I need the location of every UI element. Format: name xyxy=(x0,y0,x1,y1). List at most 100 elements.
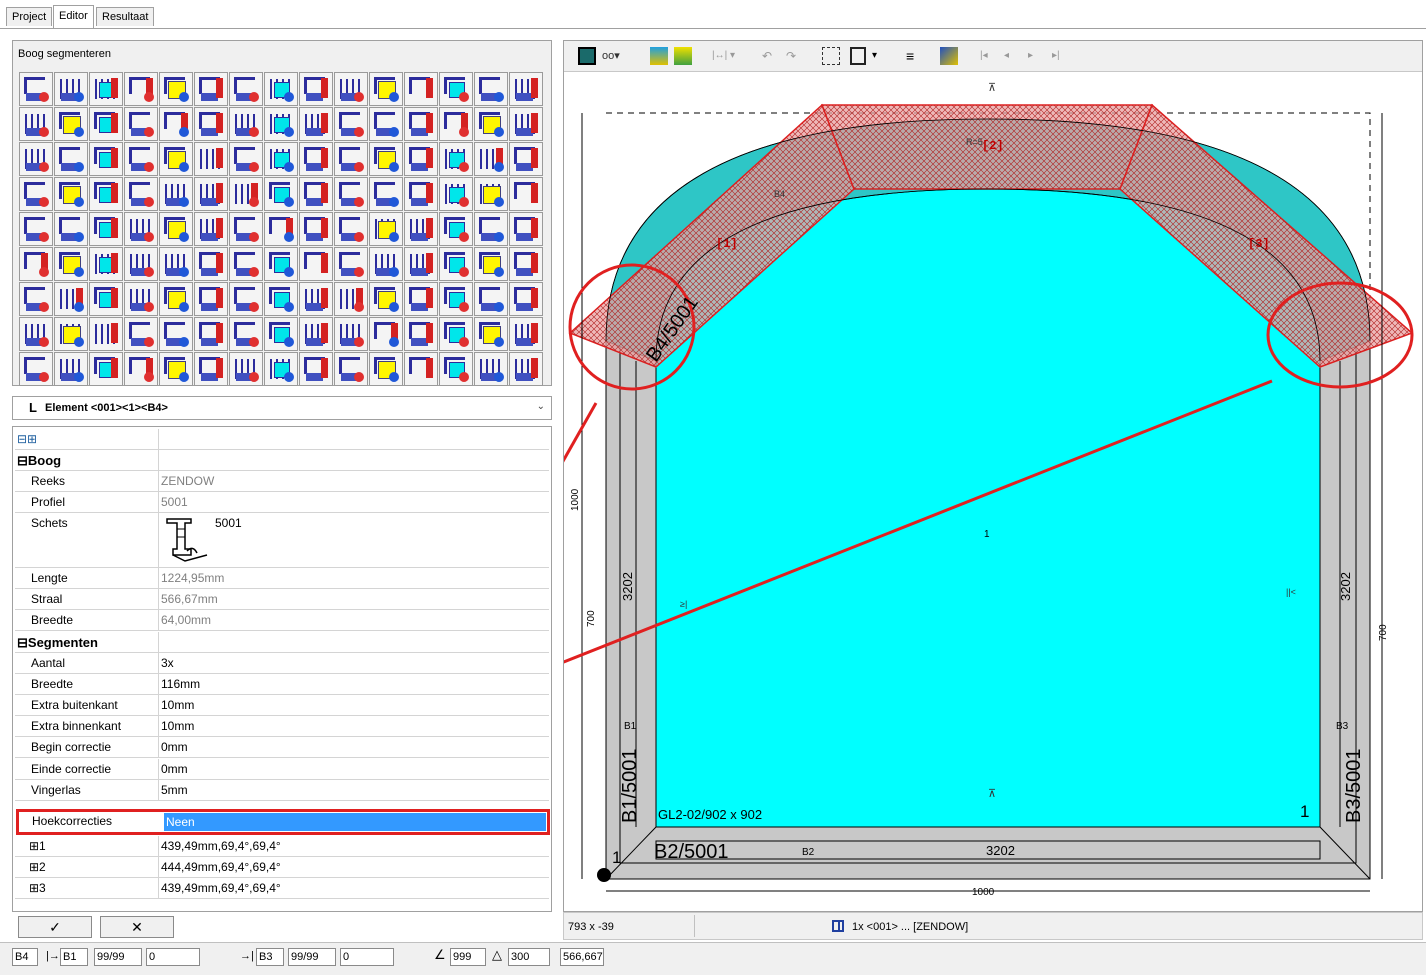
to-offset-field[interactable]: 0 xyxy=(340,948,394,966)
tool-button[interactable] xyxy=(194,107,228,141)
tool-button[interactable] xyxy=(334,317,368,351)
tool-button[interactable] xyxy=(194,72,228,106)
prop-vingerlas[interactable]: Vingerlas 5mm xyxy=(15,780,549,801)
tool-button[interactable] xyxy=(264,107,298,141)
tab-project[interactable]: Project xyxy=(6,7,53,26)
tool-button[interactable] xyxy=(369,317,403,351)
tool-button[interactable] xyxy=(54,212,88,246)
hoekcorrecties-value[interactable]: Neen xyxy=(164,813,546,831)
prop-extra-buitenkant[interactable]: Extra buitenkant 10mm xyxy=(15,695,549,716)
last-icon[interactable]: ▸| xyxy=(1052,50,1060,61)
tool-button[interactable] xyxy=(54,107,88,141)
tool-button[interactable] xyxy=(264,352,298,386)
tool-button[interactable] xyxy=(89,247,123,281)
tool-button[interactable] xyxy=(369,177,403,211)
tool-button[interactable] xyxy=(229,177,263,211)
tool-button[interactable] xyxy=(194,247,228,281)
tool-button[interactable] xyxy=(89,142,123,176)
prop-aantal[interactable]: Aantal 3x xyxy=(15,653,549,674)
tool-button[interactable] xyxy=(89,107,123,141)
tool-button[interactable] xyxy=(404,72,438,106)
tool-button[interactable] xyxy=(404,107,438,141)
tool-button[interactable] xyxy=(334,212,368,246)
prop-segment-2[interactable]: ⊞2 444,49mm,69,4°,69,4° xyxy=(15,857,549,878)
cancel-button[interactable]: ✕ xyxy=(100,916,174,938)
tool-button[interactable] xyxy=(229,282,263,316)
undo-icon[interactable]: ↶ xyxy=(762,49,773,63)
tool-button[interactable] xyxy=(509,317,543,351)
tool-button[interactable] xyxy=(474,72,508,106)
tool-button[interactable] xyxy=(439,317,473,351)
align-icon[interactable]: ≡ xyxy=(906,48,915,64)
tool-button[interactable] xyxy=(159,352,193,386)
tool-button[interactable] xyxy=(404,142,438,176)
tool-button[interactable] xyxy=(334,282,368,316)
tool-button[interactable] xyxy=(264,247,298,281)
tool-button[interactable] xyxy=(124,317,158,351)
from-element-field[interactable]: B1 xyxy=(60,948,88,966)
dropdown-chevron-icon[interactable]: ▾ xyxy=(872,50,878,61)
tool-button[interactable] xyxy=(264,282,298,316)
tool-button[interactable] xyxy=(229,212,263,246)
tool-button[interactable] xyxy=(439,72,473,106)
tool-button[interactable] xyxy=(19,142,53,176)
tool-button[interactable] xyxy=(19,317,53,351)
tool-button[interactable] xyxy=(509,352,543,386)
angle-field[interactable]: 999 xyxy=(450,948,486,966)
tool-button[interactable] xyxy=(229,317,263,351)
tool-button[interactable] xyxy=(159,282,193,316)
prop-schets[interactable]: Schets 5001 xyxy=(15,513,549,568)
tool-button[interactable] xyxy=(124,72,158,106)
prop-seg-breedte[interactable]: Breedte 116mm xyxy=(15,674,549,695)
tool-button[interactable] xyxy=(159,107,193,141)
prop-lengte[interactable]: Lengte 1224,95mm xyxy=(15,568,549,589)
tool-button[interactable] xyxy=(54,72,88,106)
tool-button[interactable] xyxy=(159,212,193,246)
current-element-field[interactable]: B4 xyxy=(12,948,38,966)
tool-button[interactable] xyxy=(474,107,508,141)
tool-button[interactable] xyxy=(54,177,88,211)
tool-button[interactable] xyxy=(474,352,508,386)
tool-button[interactable] xyxy=(439,247,473,281)
tool-button[interactable] xyxy=(299,177,333,211)
prop-reeks[interactable]: Reeks ZENDOW xyxy=(15,471,549,492)
tool-button[interactable] xyxy=(194,352,228,386)
to-ratio-field[interactable]: 99/99 xyxy=(288,948,336,966)
tool-button[interactable] xyxy=(474,142,508,176)
tool-button[interactable] xyxy=(124,177,158,211)
layers-icon[interactable] xyxy=(674,47,692,65)
tool-button[interactable] xyxy=(124,212,158,246)
tool-button[interactable] xyxy=(264,142,298,176)
tool-button[interactable] xyxy=(299,212,333,246)
tool-button[interactable] xyxy=(124,107,158,141)
tool-button[interactable] xyxy=(159,177,193,211)
tool-button[interactable] xyxy=(334,72,368,106)
confirm-button[interactable]: ✓ xyxy=(18,916,92,938)
tool-button[interactable] xyxy=(89,212,123,246)
tool-button[interactable] xyxy=(19,212,53,246)
tool-button[interactable] xyxy=(194,282,228,316)
tool-button[interactable] xyxy=(474,212,508,246)
tool-button[interactable] xyxy=(509,142,543,176)
from-ratio-field[interactable]: 99/99 xyxy=(94,948,142,966)
tool-button[interactable] xyxy=(194,177,228,211)
tool-button[interactable] xyxy=(124,247,158,281)
tool-button[interactable] xyxy=(229,352,263,386)
tool-button[interactable] xyxy=(474,247,508,281)
tool-button[interactable] xyxy=(474,177,508,211)
lightning-icon[interactable] xyxy=(940,47,958,65)
redo-icon[interactable]: ↷ xyxy=(786,49,797,63)
section-segmenten[interactable]: ⊟Segmenten xyxy=(15,632,549,653)
tool-button[interactable] xyxy=(334,107,368,141)
frame-view-icon[interactable] xyxy=(578,47,596,65)
tool-button[interactable] xyxy=(54,352,88,386)
tool-button[interactable] xyxy=(509,72,543,106)
tool-button[interactable] xyxy=(369,282,403,316)
tool-button[interactable] xyxy=(369,107,403,141)
prop-segment-1[interactable]: ⊞1 439,49mm,69,4°,69,4° xyxy=(15,836,549,857)
first-icon[interactable]: |◂ xyxy=(980,50,988,61)
tool-button[interactable] xyxy=(369,212,403,246)
tool-button[interactable] xyxy=(159,247,193,281)
tool-button[interactable] xyxy=(404,247,438,281)
tool-button[interactable] xyxy=(299,107,333,141)
